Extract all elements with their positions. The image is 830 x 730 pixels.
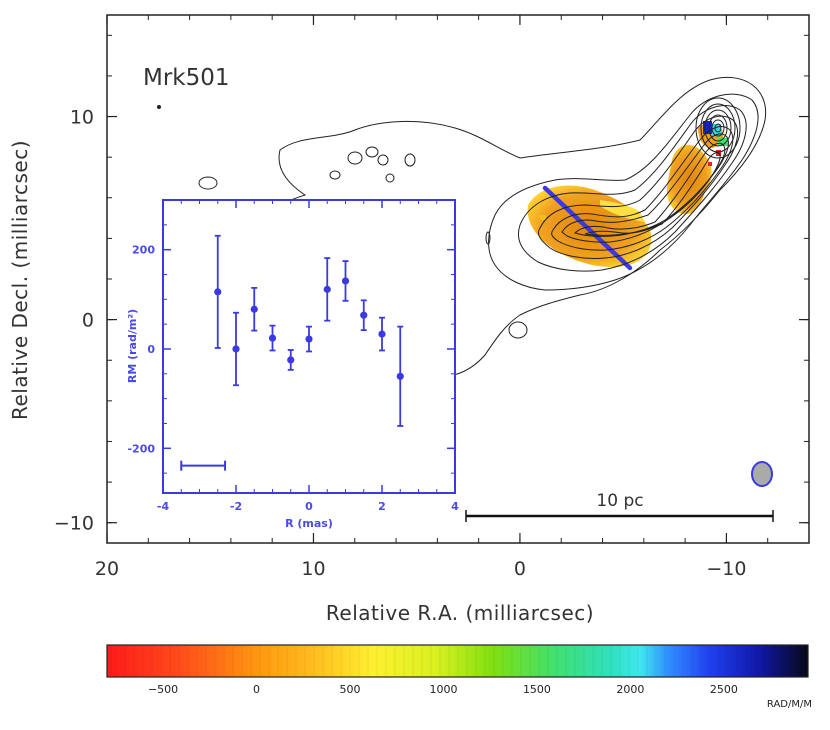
inset-y-label: RM (rad/m²) bbox=[126, 309, 139, 383]
contour-core-4 bbox=[708, 114, 728, 142]
scale-bar: 10 pc bbox=[465, 491, 774, 522]
x-tick-label: 0 bbox=[514, 558, 526, 580]
x-axis-label: Relative R.A. (milliarcsec) bbox=[326, 601, 594, 625]
rm-patch-core-cyan bbox=[712, 124, 721, 136]
data-point bbox=[268, 334, 277, 342]
contour-3 bbox=[517, 105, 747, 272]
contour-core-2 bbox=[700, 103, 736, 153]
inset-x-tick-label: 2 bbox=[378, 500, 386, 513]
inset-x-tick-label: 0 bbox=[305, 500, 313, 513]
contour-2 bbox=[488, 93, 759, 291]
y-tick-label: 0 bbox=[82, 310, 94, 332]
data-point bbox=[396, 372, 404, 380]
colorbar-tick-label: −500 bbox=[148, 683, 178, 696]
rm-patch-core-green bbox=[718, 138, 728, 146]
contour-8 bbox=[584, 152, 721, 236]
rm-colour-overlay bbox=[157, 76, 767, 377]
beam-ellipse bbox=[751, 461, 773, 487]
data-point bbox=[341, 277, 350, 285]
inset-x-label: R (mas) bbox=[285, 517, 333, 530]
contour-island-c bbox=[377, 154, 389, 166]
contour-core-6 bbox=[714, 123, 722, 133]
y-tick-label: −10 bbox=[54, 513, 94, 535]
contour-island-a bbox=[347, 151, 363, 165]
colorbar-ticks: −500 0 500 1000 1500 2000 2500 bbox=[148, 683, 738, 696]
colorbar-tick-label: 2000 bbox=[616, 683, 644, 696]
colorbar-unit-label: RAD/M/M bbox=[767, 699, 812, 710]
contour-dot bbox=[157, 105, 161, 109]
rm-patch-core-blue bbox=[703, 121, 712, 134]
data-point bbox=[287, 356, 295, 364]
inset-plot: -4 -2 0 2 4 -200 0 200 R (mas) RM (rad/m²) bbox=[126, 199, 459, 530]
inset-x-tick-label: -2 bbox=[230, 500, 242, 513]
contour-6 bbox=[561, 133, 729, 243]
colorbar-gradient bbox=[106, 644, 809, 678]
contour-core-3 bbox=[704, 109, 732, 147]
contour-core-1 bbox=[695, 97, 741, 159]
colorbar-tick-label: 1500 bbox=[523, 683, 551, 696]
inset-y-tick-label: 200 bbox=[132, 244, 155, 257]
data-point bbox=[305, 335, 313, 343]
data-point bbox=[323, 285, 331, 293]
contour-island-g bbox=[508, 321, 528, 339]
data-point bbox=[232, 345, 240, 353]
contour-core-5 bbox=[711, 119, 725, 137]
y-axis-label: Relative Decl. (milliarcsec) bbox=[8, 140, 32, 420]
inset-x-tick-label: -4 bbox=[157, 500, 170, 513]
contour-island-b bbox=[365, 146, 379, 158]
x-tick-label: −10 bbox=[706, 558, 746, 580]
scale-bar-label: 10 pc bbox=[596, 491, 643, 511]
inset-axes: -4 -2 0 2 4 -200 0 200 bbox=[127, 200, 459, 513]
colorbar-tick-label: 0 bbox=[253, 683, 260, 696]
inset-y-tick-label: -200 bbox=[127, 442, 155, 455]
contour-island-e bbox=[329, 170, 341, 180]
inset-x-tick-label: 4 bbox=[451, 500, 459, 513]
inset-y-tick-label: 0 bbox=[147, 343, 155, 356]
intensity-contours bbox=[157, 76, 767, 377]
contour-island-f bbox=[385, 173, 395, 183]
rm-patch-lower-edge bbox=[600, 200, 645, 222]
contour-4 bbox=[537, 115, 739, 259]
x-tick-label: 20 bbox=[95, 558, 119, 580]
data-point bbox=[360, 311, 368, 319]
x-tick-label: 10 bbox=[301, 558, 325, 580]
contour-island-h bbox=[198, 176, 218, 190]
contour-5 bbox=[551, 126, 734, 251]
slice-line bbox=[542, 185, 633, 271]
colorbar: −500 0 500 1000 1500 2000 2500 RAD/M/M bbox=[106, 644, 812, 710]
data-point bbox=[214, 288, 222, 296]
colorbar-stripes bbox=[115, 646, 801, 676]
contour-island-i bbox=[485, 231, 491, 245]
colorbar-tick-label: 500 bbox=[340, 683, 361, 696]
data-point bbox=[250, 305, 258, 313]
rm-patch-core-red2 bbox=[708, 162, 712, 166]
colorbar-tick-label: 2500 bbox=[710, 683, 738, 696]
rm-patch-upper bbox=[666, 144, 712, 215]
inset-points bbox=[214, 234, 404, 427]
contour-island-d bbox=[404, 153, 416, 167]
y-tick-label: 10 bbox=[70, 107, 94, 129]
colorbar-tick-label: 1000 bbox=[429, 683, 457, 696]
data-point bbox=[378, 330, 386, 338]
map-title: Mrk501 bbox=[143, 65, 230, 91]
